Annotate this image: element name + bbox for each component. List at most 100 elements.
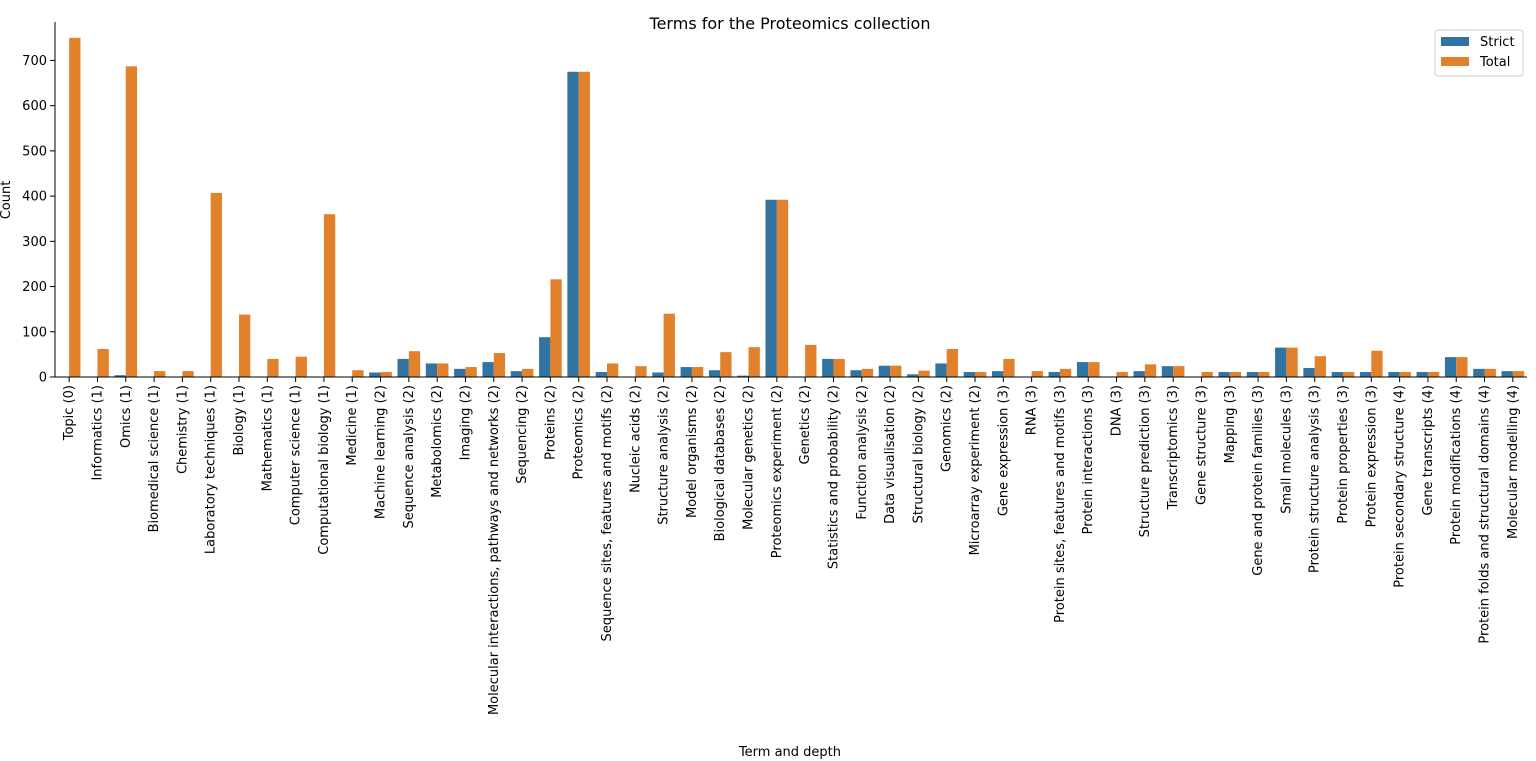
x-tick-label-omics-1: Omics (1) — [119, 385, 134, 448]
legend-swatch-total — [1441, 57, 1469, 66]
bar-total-computational-biology-1 — [323, 214, 336, 377]
bar-total-sequence-analysis-2 — [408, 351, 421, 377]
bar-strict-metabolomics-2 — [425, 363, 438, 377]
x-tick-label-medicine-1: Medicine (1) — [345, 385, 360, 466]
bars-group — [69, 37, 1525, 377]
bar-strict-protein-folds-and-structural-domains-4 — [1473, 368, 1485, 377]
x-tick-label-transcriptomics-3: Transcriptomics (3) — [1166, 385, 1181, 511]
bar-total-mapping-3 — [1229, 372, 1242, 377]
bar-strict-structural-biology-2 — [907, 374, 919, 377]
x-tick-label-sequence-analysis-2: Sequence analysis (2) — [402, 385, 417, 528]
x-tick-label-computer-science-1: Computer science (1) — [289, 385, 304, 525]
bar-total-computer-science-1 — [295, 356, 307, 377]
x-tick-label-sequencing-2: Sequencing (2) — [515, 385, 530, 484]
x-tick-label-biomedical-science-1: Biomedical science (1) — [147, 385, 162, 532]
bar-strict-molecular-interactions-pathways-and-networks-2 — [482, 362, 494, 377]
legend-swatch-strict — [1441, 37, 1469, 46]
bar-total-sequencing-2 — [522, 368, 534, 377]
bar-total-protein-modifications-4 — [1456, 357, 1468, 377]
x-tick-label-molecular-modelling-4: Molecular modelling (4) — [1506, 385, 1521, 539]
bar-total-machine-learning-2 — [380, 372, 392, 377]
bar-total-protein-secondary-structure-4 — [1399, 372, 1411, 377]
bar-total-mathematics-1 — [267, 358, 279, 377]
chart-title: Terms for the Proteomics collection — [649, 14, 931, 33]
bar-total-biological-databases-2 — [720, 352, 732, 377]
bar-strict-machine-learning-2 — [369, 372, 381, 377]
bar-strict-biological-databases-2 — [708, 370, 721, 377]
bar-total-biomedical-science-1 — [154, 371, 166, 377]
y-axis-label: Count — [0, 181, 14, 220]
x-tick-label-sequence-sites-features-and-motifs-2: Sequence sites, features and motifs (2) — [600, 385, 615, 641]
x-tick-label-topic-0: Topic (0) — [62, 385, 77, 441]
x-tick-label-dna-3: DNA (3) — [1110, 385, 1125, 436]
bar-total-function-analysis-2 — [861, 368, 874, 377]
bar-total-statistics-and-probability-2 — [833, 358, 845, 377]
bar-total-structure-analysis-2 — [663, 313, 675, 377]
bar-strict-proteins-2 — [539, 337, 551, 377]
bar-total-protein-sites-features-and-motifs-3 — [1059, 368, 1072, 377]
x-tick-label-small-molecules-3: Small molecules (3) — [1279, 385, 1294, 514]
x-tick-label-gene-and-protein-families-3: Gene and protein families (3) — [1251, 385, 1266, 576]
bar-strict-protein-properties-3 — [1331, 372, 1343, 377]
bar-total-proteomics-2 — [578, 71, 591, 377]
bar-total-metabolomics-2 — [437, 363, 449, 377]
bar-strict-microarray-experiment-2 — [963, 372, 975, 377]
bar-strict-protein-interactions-3 — [1076, 362, 1089, 377]
y-tick-label-300: 300 — [22, 235, 47, 250]
bar-total-sequence-sites-features-and-motifs-2 — [607, 363, 619, 377]
bar-total-gene-transcripts-4 — [1427, 372, 1440, 377]
y-tick-label-600: 600 — [22, 99, 47, 114]
bar-strict-data-visualisation-2 — [878, 365, 891, 377]
x-tick-label-structural-biology-2: Structural biology (2) — [911, 385, 926, 523]
x-tick-label-metabolomics-2: Metabolomics (2) — [430, 385, 445, 498]
bar-strict-proteomics-2 — [567, 71, 579, 377]
x-tick-label-data-visualisation-2: Data visualisation (2) — [883, 385, 898, 524]
x-tick-label-mathematics-1: Mathematics (1) — [260, 385, 275, 491]
x-tick-label-protein-expression-3: Protein expression (3) — [1364, 385, 1379, 527]
x-tick-label-gene-transcripts-4: Gene transcripts (4) — [1421, 385, 1436, 516]
x-tick-label-nucleic-acids-2: Nucleic acids (2) — [628, 385, 643, 493]
y-tick-label-700: 700 — [22, 54, 47, 69]
bar-total-gene-and-protein-families-3 — [1258, 372, 1270, 377]
bar-total-protein-structure-analysis-3 — [1314, 356, 1327, 377]
x-tick-label-function-analysis-2: Function analysis (2) — [855, 385, 870, 520]
bar-total-protein-expression-3 — [1371, 350, 1383, 377]
x-tick-label-protein-interactions-3: Protein interactions (3) — [1081, 385, 1096, 534]
bar-total-proteomics-experiment-2 — [776, 199, 789, 377]
x-tick-label-rna-3: RNA (3) — [1025, 385, 1040, 435]
bar-total-informatics-1 — [97, 348, 109, 377]
x-tick-label-laboratory-techniques-1: Laboratory techniques (1) — [204, 385, 219, 554]
bar-total-transcriptomics-3 — [1173, 366, 1185, 377]
bar-strict-function-analysis-2 — [850, 370, 862, 377]
x-tick-label-chemistry-1: Chemistry (1) — [175, 385, 190, 474]
legend-label-total: Total — [1479, 55, 1510, 70]
bar-total-structural-biology-2 — [918, 370, 930, 377]
x-tick-label-biology-1: Biology (1) — [232, 385, 247, 456]
x-tick-label-mapping-3: Mapping (3) — [1223, 385, 1238, 463]
x-tick-label-microarray-experiment-2: Microarray experiment (2) — [968, 385, 983, 555]
bar-total-proteins-2 — [550, 279, 562, 377]
bar-total-imaging-2 — [465, 367, 477, 377]
y-tick-label-400: 400 — [22, 190, 47, 205]
bar-strict-protein-sites-features-and-motifs-3 — [1048, 372, 1060, 377]
bar-total-protein-interactions-3 — [1088, 362, 1100, 377]
bar-strict-molecular-modelling-4 — [1501, 371, 1513, 377]
bar-total-molecular-genetics-2 — [748, 347, 760, 377]
bar-strict-protein-expression-3 — [1359, 372, 1372, 377]
bar-total-nucleic-acids-2 — [635, 366, 647, 377]
x-tick-label-molecular-interactions-pathways-and-networks-2: Molecular interactions, pathways and net… — [487, 385, 502, 715]
bar-total-data-visualisation-2 — [890, 365, 902, 377]
bar-strict-proteomics-experiment-2 — [765, 199, 777, 377]
x-tick-label-molecular-genetics-2: Molecular genetics (2) — [742, 385, 757, 530]
bar-strict-structure-analysis-2 — [652, 372, 664, 377]
bar-strict-statistics-and-probability-2 — [822, 358, 834, 377]
bar-strict-protein-modifications-4 — [1444, 357, 1457, 377]
bar-strict-mapping-3 — [1218, 372, 1230, 377]
legend: Strict Total — [1434, 29, 1524, 77]
x-tick-label-genetics-2: Genetics (2) — [798, 385, 813, 465]
x-tick-label-computational-biology-1: Computational biology (1) — [317, 385, 332, 555]
x-tick-label-gene-expression-3: Gene expression (3) — [996, 385, 1011, 516]
y-tick-label-200: 200 — [22, 280, 47, 295]
bar-strict-small-molecules-3 — [1275, 347, 1287, 377]
